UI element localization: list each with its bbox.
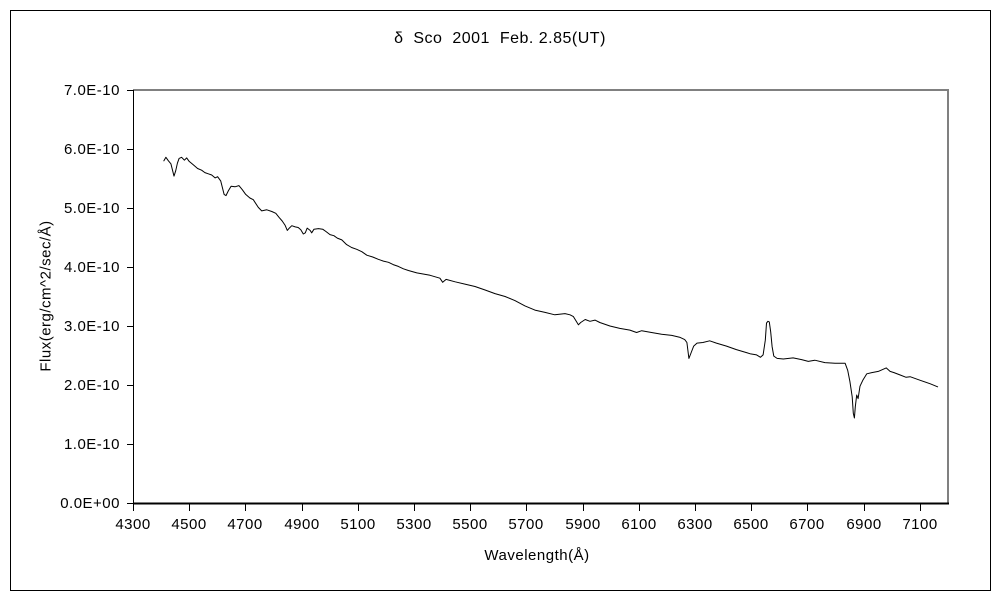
x-tick-label: 4700	[227, 516, 262, 533]
x-tick-label: 4900	[284, 516, 319, 533]
y-tick-label: 4.0E-10	[64, 259, 120, 276]
y-tick-label: 3.0E-10	[64, 318, 120, 335]
y-tick-label: 0.0E+00	[60, 495, 120, 512]
y-tick-label: 5.0E-10	[64, 200, 120, 217]
x-tick-label: 6300	[677, 516, 712, 533]
y-tick-label: 6.0E-10	[64, 141, 120, 158]
x-tick-label: 4300	[115, 516, 150, 533]
x-tick-label: 5500	[452, 516, 487, 533]
x-tick-label: 5700	[508, 516, 543, 533]
chart-title: δ Sco 2001 Feb. 2.85(UT)	[394, 30, 606, 47]
x-tick-label: 6100	[621, 516, 656, 533]
x-tick-label: 7100	[902, 516, 937, 533]
x-axis-title: Wavelength(Å)	[484, 547, 590, 564]
y-axis-title: Flux(erg/cm^2/sec/Å)	[37, 220, 55, 372]
x-tick-label: 4500	[171, 516, 206, 533]
x-tick-label: 6500	[733, 516, 768, 533]
x-tick-label: 5100	[340, 516, 375, 533]
outer-frame	[10, 10, 991, 591]
x-tick-label: 5900	[565, 516, 600, 533]
x-tick-label: 6700	[789, 516, 824, 533]
y-tick-label: 1.0E-10	[64, 436, 120, 453]
spectrum-line	[163, 156, 939, 419]
x-tick-label: 6900	[846, 516, 881, 533]
x-tick-label: 5300	[396, 516, 431, 533]
y-tick-label: 2.0E-10	[64, 377, 120, 394]
y-tick-label: 7.0E-10	[64, 82, 120, 99]
